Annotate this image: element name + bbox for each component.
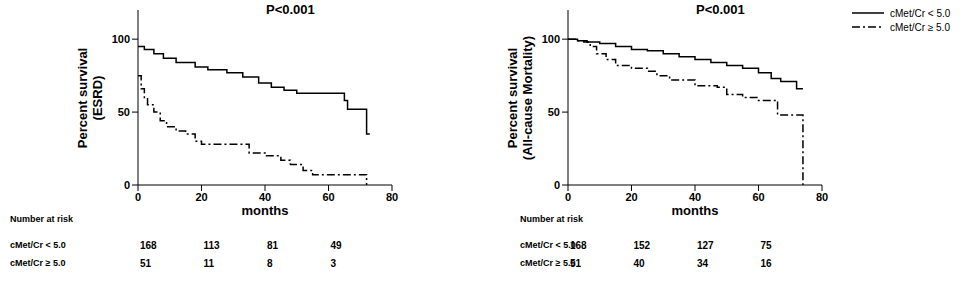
svg-text:0: 0 xyxy=(135,191,141,203)
html-text:Number at risk: Number at risk xyxy=(520,214,583,224)
html-text:40: 40 xyxy=(633,258,645,269)
svg-text:0: 0 xyxy=(565,191,571,203)
html-text:cMet/Cr ≥ 5.0: cMet/Cr ≥ 5.0 xyxy=(520,258,576,268)
html-text:3: 3 xyxy=(330,258,337,269)
svg-text:0: 0 xyxy=(124,179,130,191)
html-text:8: 8 xyxy=(267,258,273,269)
html-text:(ESRD): (ESRD) xyxy=(90,75,105,120)
html-text:cMet/Cr < 5.0: cMet/Cr < 5.0 xyxy=(10,240,66,250)
html-text:75: 75 xyxy=(760,240,772,251)
html-text:P<0.001: P<0.001 xyxy=(696,2,745,17)
html-text:Percent survival: Percent survival xyxy=(505,47,520,148)
html-text:51: 51 xyxy=(570,258,582,269)
svg-text:60: 60 xyxy=(752,191,764,203)
html-text:(All-cause Mortality): (All-cause Mortality) xyxy=(520,35,535,160)
svg-text:20: 20 xyxy=(195,191,207,203)
html-text:49: 49 xyxy=(330,240,342,251)
html-text:cMet/Cr ≥ 5.0: cMet/Cr ≥ 5.0 xyxy=(890,21,950,33)
html-text:Number at risk: Number at risk xyxy=(10,214,73,224)
html-text:16: 16 xyxy=(760,258,772,269)
html-text:11: 11 xyxy=(203,258,215,269)
html-text:cMet/Cr < 5.0: cMet/Cr < 5.0 xyxy=(520,240,576,250)
html-text:34: 34 xyxy=(697,258,709,269)
svg-text:50: 50 xyxy=(118,106,130,118)
html-text:113: 113 xyxy=(203,240,220,251)
html-text:cMet/Cr ≥ 5.0: cMet/Cr ≥ 5.0 xyxy=(10,258,66,268)
svg-text:40: 40 xyxy=(259,191,271,203)
html-text:months: months xyxy=(671,203,719,218)
html-text:168: 168 xyxy=(570,240,587,251)
svg-text:100: 100 xyxy=(542,33,560,45)
svg-text:100: 100 xyxy=(112,33,130,45)
html-text:152: 152 xyxy=(633,240,651,251)
html-text:81: 81 xyxy=(267,240,279,251)
svg-text:50: 50 xyxy=(548,106,560,118)
svg-text:40: 40 xyxy=(689,191,701,203)
html-text:127: 127 xyxy=(697,240,714,251)
html-text:cMet/Cr < 5.0: cMet/Cr < 5.0 xyxy=(890,7,951,19)
html-text:months: months xyxy=(241,203,289,218)
svg-text:20: 20 xyxy=(625,191,637,203)
html-text:Percent survival: Percent survival xyxy=(75,47,90,148)
svg-text:0: 0 xyxy=(554,179,560,191)
svg-text:80: 80 xyxy=(386,191,398,203)
html-text:51: 51 xyxy=(140,258,152,269)
html-text:P<0.001: P<0.001 xyxy=(266,2,315,17)
svg-text:80: 80 xyxy=(816,191,828,203)
html-text:168: 168 xyxy=(140,240,157,251)
svg-text:60: 60 xyxy=(322,191,334,203)
